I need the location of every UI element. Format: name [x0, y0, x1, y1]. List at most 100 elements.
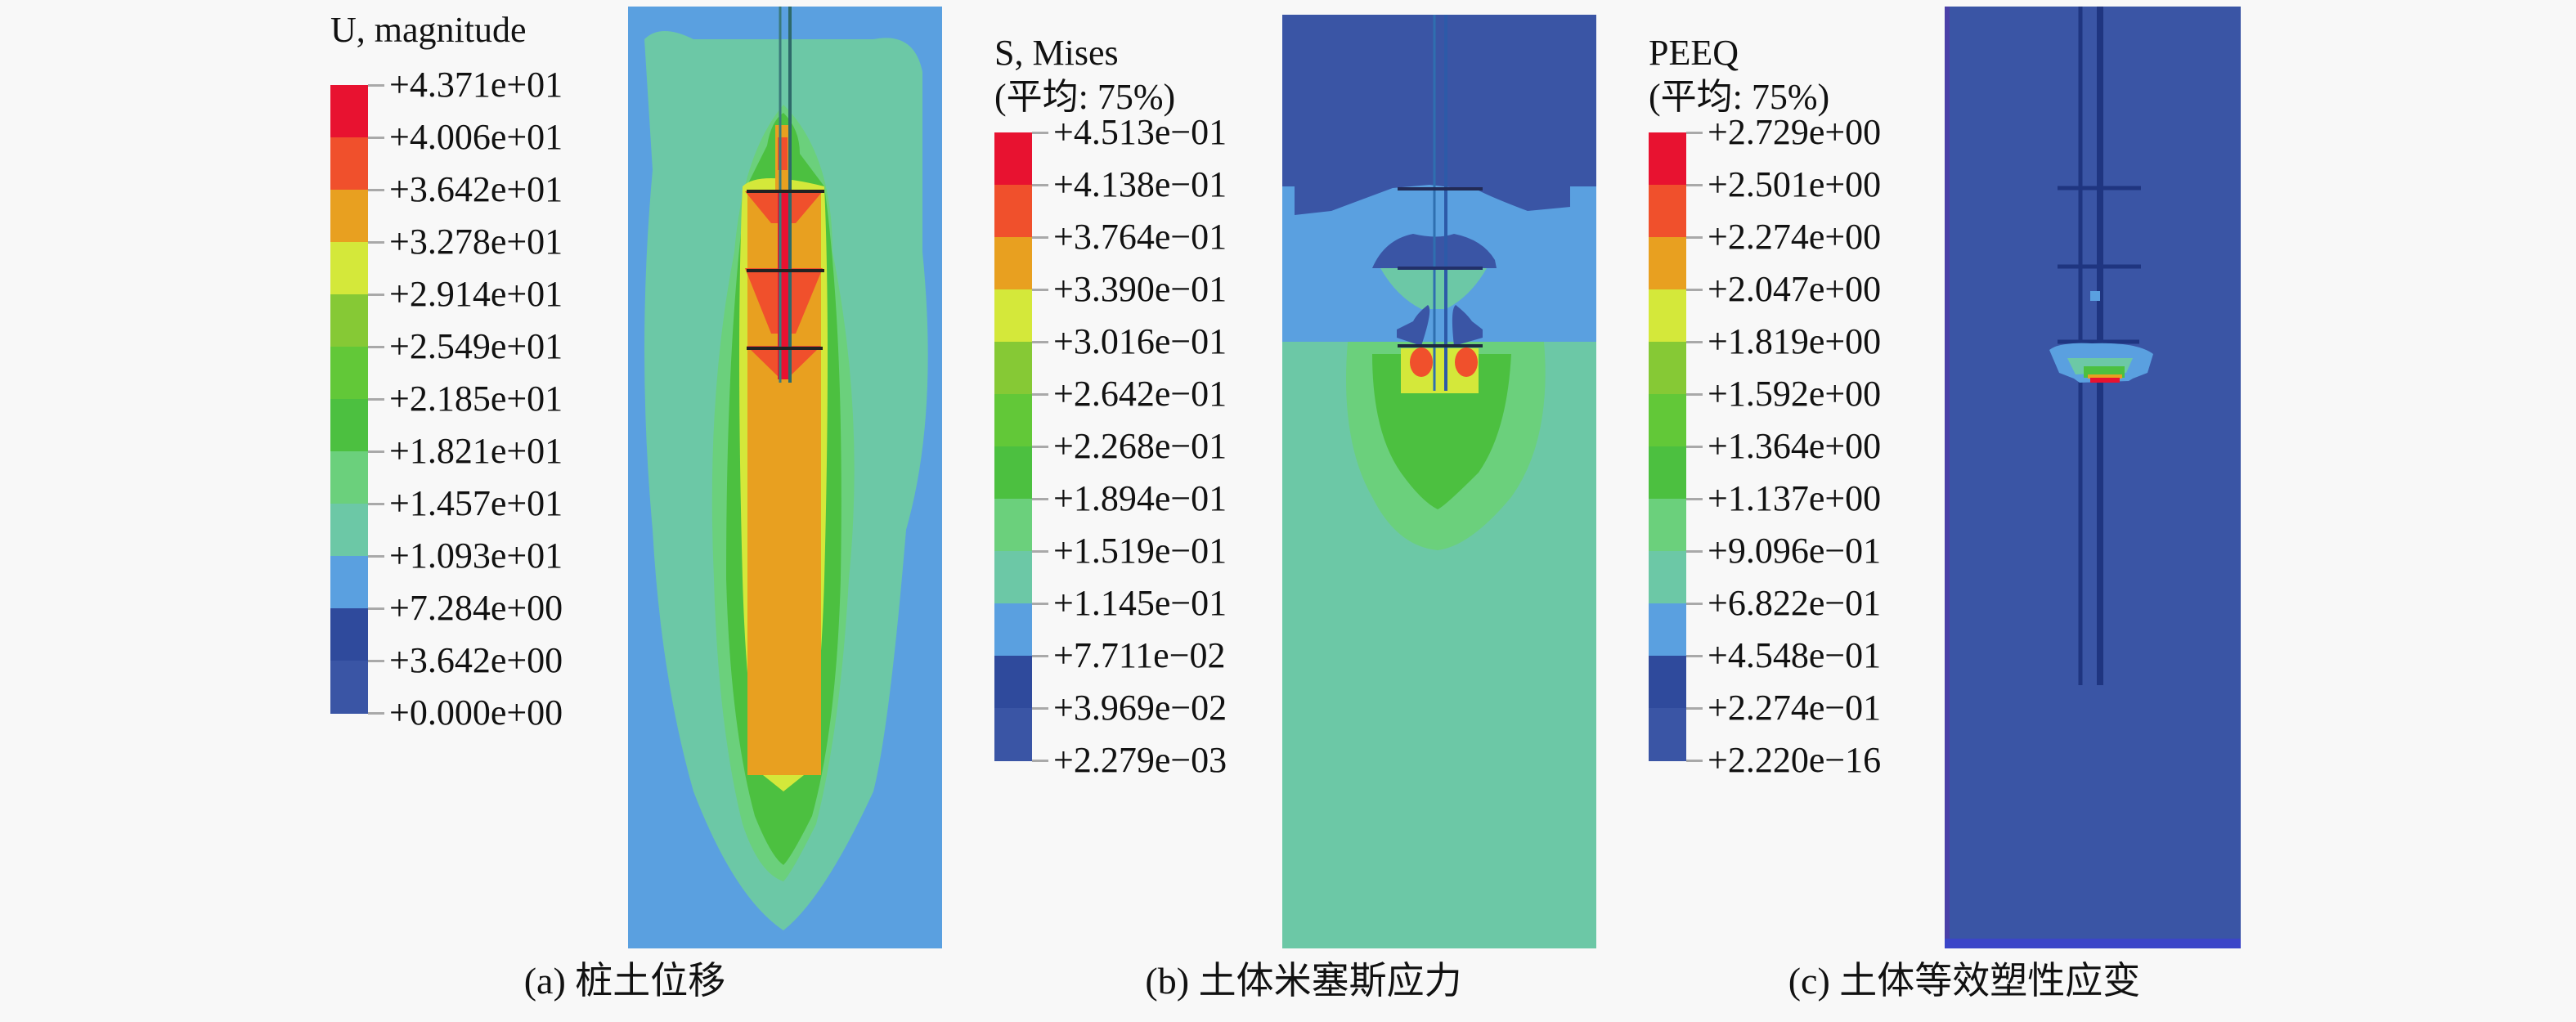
colorbar-tick-label: +4.138e−01 — [1053, 164, 1227, 204]
colorbar-tick — [1686, 132, 1703, 134]
colorbar-tick — [368, 503, 384, 505]
colorbar-band — [1649, 237, 1686, 290]
colorbar-band — [1649, 603, 1686, 657]
legend-c: PEEQ (平均: 75%) +2.729e+00 +2.501e+00 +2.27… — [1649, 31, 1881, 778]
colorbar-tick-label: +2.501e+00 — [1708, 164, 1882, 204]
colorbar-tick-label: +2.729e+00 — [1708, 112, 1882, 152]
colorbar-band — [1649, 132, 1686, 186]
colorbar-tick-label: +7.711e−02 — [1053, 635, 1226, 675]
colorbar-tick — [1686, 289, 1703, 291]
colorbar-tick-label: +2.268e−01 — [1053, 426, 1227, 466]
colorbar-tick-label: +2.274e−01 — [1708, 688, 1882, 728]
colorbar-tick-label: +3.390e−01 — [1053, 269, 1227, 309]
colorbar-band — [330, 504, 368, 557]
colorbar-band — [1649, 499, 1686, 552]
colorbar-tick — [368, 189, 384, 191]
colorbar-band — [330, 556, 368, 609]
colorbar-tick-label: +1.894e−01 — [1053, 478, 1227, 518]
colorbar-tick-label: +1.145e−01 — [1053, 583, 1227, 623]
colorbar-tick-label: +1.821e+01 — [389, 431, 563, 471]
colorbar-tick-label: +2.279e−03 — [1053, 740, 1227, 780]
colorbar-band — [1649, 185, 1686, 238]
colorbar-band — [330, 661, 368, 714]
colorbar-tick-label: +0.000e+00 — [389, 693, 563, 733]
colorbar-a: +4.371e+01 +4.006e+01 +3.642e+01 +3.278e+01… — [330, 67, 563, 731]
colorbar-tick — [1032, 498, 1048, 500]
colorbar-tick — [1686, 446, 1703, 448]
contour-plot-b — [1282, 15, 1596, 948]
colorbar-tick-label: +3.016e−01 — [1053, 321, 1227, 361]
colorbar-band — [994, 708, 1032, 761]
colorbar-tick — [368, 660, 384, 662]
colorbar-band — [994, 289, 1032, 343]
colorbar-tick — [1686, 184, 1703, 186]
colorbar-tick — [368, 294, 384, 296]
legend-subtitle-b: (平均: 75%) — [994, 77, 1176, 117]
colorbar-tick — [1686, 236, 1703, 239]
colorbar-tick — [1032, 550, 1048, 553]
colorbar-tick — [1686, 341, 1703, 343]
contour-svg-c — [1945, 7, 2241, 948]
colorbar-tick-label: +1.137e+00 — [1708, 478, 1882, 518]
colorbar-band — [1649, 394, 1686, 447]
contour-svg-b — [1282, 15, 1596, 948]
legend-b: S, Mises (平均: 75%) +4.513e−01 +4.138e−01 +… — [994, 31, 1227, 778]
colorbar-tick-label: +2.914e+01 — [389, 274, 563, 314]
boundary-bottom — [1945, 939, 2241, 948]
colorbar-tick — [1686, 550, 1703, 553]
colorbar-tick — [1032, 446, 1048, 448]
colorbar-tick — [1032, 655, 1048, 657]
contour-band-orange — [747, 191, 821, 775]
contour-plot-c — [1945, 7, 2241, 948]
boundary-left — [1945, 7, 1950, 948]
colorbar-tick-label: +1.093e+01 — [389, 536, 563, 576]
colorbar-tick — [1686, 498, 1703, 500]
colorbar-tick-label: +4.513e−01 — [1053, 112, 1227, 152]
colorbar-tick — [1032, 393, 1048, 396]
soil-region — [1945, 7, 2241, 948]
upper-layer-low-stress — [1282, 15, 1596, 215]
colorbar-band — [330, 451, 368, 504]
small-strain-spot — [2090, 291, 2100, 301]
colorbar-tick-label: +1.519e−01 — [1053, 531, 1227, 571]
colorbar-tick — [1686, 655, 1703, 657]
colorbar-tick-label: +3.642e+01 — [389, 169, 563, 209]
colorbar-tick — [368, 84, 384, 87]
colorbar-band — [1649, 289, 1686, 343]
colorbar-tick-label: +7.284e+00 — [389, 588, 563, 628]
colorbar-band — [994, 185, 1032, 238]
caption-c: (c) 土体等效塑性应变 — [1788, 960, 2141, 1002]
colorbar-tick-label: +3.764e−01 — [1053, 217, 1227, 257]
colorbar-tick — [1032, 707, 1048, 710]
plastic-zone-orange — [2088, 374, 2122, 379]
colorbar-tick — [1032, 184, 1048, 186]
stress-peak-right — [1455, 347, 1478, 377]
colorbar-tick — [1686, 603, 1703, 605]
colorbar-tick-label: +1.819e+00 — [1708, 321, 1882, 361]
colorbar-tick-label: +2.642e−01 — [1053, 374, 1227, 414]
colorbar-b: +4.513e−01 +4.138e−01 +3.764e−01 +3.390e−01… — [994, 114, 1227, 778]
colorbar-band — [330, 190, 368, 243]
colorbar-tick-label: +3.642e+00 — [389, 640, 563, 680]
colorbar-tick — [1032, 289, 1048, 291]
colorbar-tick — [368, 398, 384, 401]
colorbar-band — [994, 394, 1032, 447]
colorbar-band — [994, 499, 1032, 552]
legend-title-a: U, magnitude — [330, 10, 527, 50]
legend-a: U, magnitude +4.371e+01 +4.006e+01 +3.642e… — [330, 8, 563, 731]
colorbar-tick-label: +4.371e+01 — [389, 65, 563, 105]
colorbar-tick-label: +2.047e+00 — [1708, 269, 1882, 309]
contour-svg-a — [628, 7, 942, 948]
colorbar-tick — [368, 607, 384, 610]
legend-subtitle-c: (平均: 75%) — [1649, 77, 1830, 117]
colorbar-tick — [368, 555, 384, 558]
plate3-right-lobe — [1452, 305, 1483, 346]
colorbar-band — [330, 294, 368, 347]
colorbar-tick — [1032, 603, 1048, 605]
colorbar-band — [330, 85, 368, 138]
legend-title-c: PEEQ — [1649, 33, 1739, 73]
colorbar-band — [1649, 342, 1686, 395]
colorbar-tick-label: +6.822e−01 — [1708, 583, 1882, 623]
colorbar-tick-label: +2.274e+00 — [1708, 217, 1882, 257]
colorbar-tick — [368, 346, 384, 348]
